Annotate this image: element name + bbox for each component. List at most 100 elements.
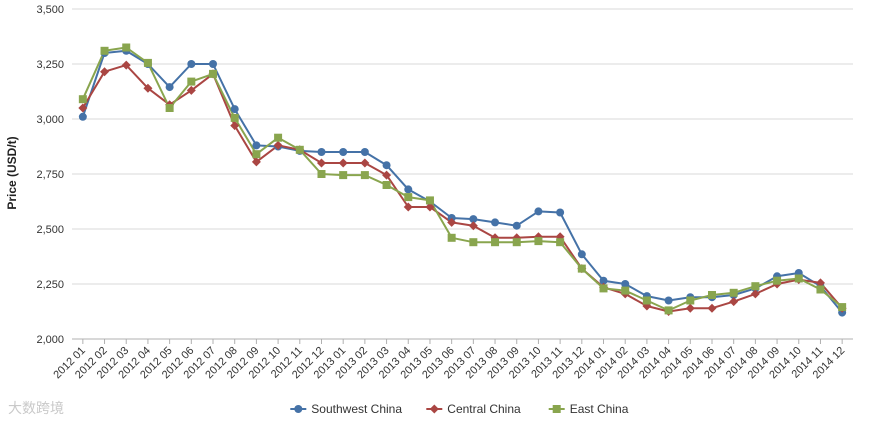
data-point <box>339 171 348 180</box>
data-point <box>534 207 543 216</box>
data-point <box>382 181 391 189</box>
data-point <box>404 193 413 202</box>
data-point <box>794 274 803 283</box>
data-point <box>317 170 326 178</box>
data-point <box>187 60 196 68</box>
data-point <box>750 289 760 299</box>
legend-swatch-marker <box>294 405 303 413</box>
data-point <box>78 112 87 121</box>
series-markers-1 <box>78 60 847 316</box>
data-point <box>577 264 586 273</box>
data-point <box>707 303 717 313</box>
data-point <box>512 221 521 230</box>
legend-swatch-marker <box>552 405 561 413</box>
data-point <box>425 202 435 212</box>
data-point <box>339 148 348 156</box>
data-point <box>425 196 434 205</box>
data-point <box>274 133 283 142</box>
data-point <box>469 238 478 247</box>
data-point <box>642 296 651 305</box>
data-point <box>165 104 174 112</box>
data-point <box>404 185 413 194</box>
series-line-0 <box>81 49 843 314</box>
data-point <box>316 158 326 168</box>
data-point <box>382 161 391 170</box>
data-point <box>729 288 738 297</box>
y-tick-label: 2,250 <box>36 279 64 291</box>
data-point <box>165 83 174 92</box>
data-point <box>621 286 630 295</box>
y-tick-label: 2,750 <box>36 169 64 181</box>
data-point <box>491 238 500 247</box>
data-point <box>751 282 760 291</box>
data-point <box>838 303 847 312</box>
y-tick-label: 2,000 <box>36 334 64 346</box>
data-point <box>209 60 218 68</box>
data-point <box>577 250 586 259</box>
legend: Southwest China Central China East China <box>290 402 629 416</box>
data-point <box>251 157 261 167</box>
data-point <box>338 158 348 168</box>
data-point <box>230 105 239 114</box>
data-point <box>122 43 131 52</box>
data-point <box>773 276 782 285</box>
data-point <box>491 218 500 227</box>
data-point <box>209 69 218 78</box>
data-point <box>512 238 521 247</box>
data-point <box>360 171 369 180</box>
data-point <box>317 148 326 156</box>
y-tick-label: 3,500 <box>36 4 64 16</box>
legend-item-2[interactable]: East China <box>548 402 629 416</box>
data-point <box>100 67 110 77</box>
data-point <box>707 291 716 299</box>
data-point <box>230 113 239 122</box>
watermark-text: 大数跨境 <box>8 401 64 417</box>
y-tick-label: 2,500 <box>36 224 64 236</box>
data-point <box>556 238 565 247</box>
legend-label: Southwest China <box>311 402 402 416</box>
series-lines <box>81 46 843 314</box>
data-point <box>447 233 456 242</box>
data-point <box>252 150 261 159</box>
data-point <box>143 83 153 93</box>
data-point <box>621 280 630 288</box>
data-point <box>729 297 739 307</box>
data-point <box>230 121 240 131</box>
y-tick-label: 3,250 <box>36 59 64 71</box>
y-tick-label: 3,000 <box>36 114 64 126</box>
data-point <box>121 60 131 70</box>
data-point <box>599 276 608 285</box>
data-point <box>360 158 370 168</box>
data-point <box>816 285 825 294</box>
legend-item-1[interactable]: Central China <box>426 402 521 416</box>
data-point <box>273 140 283 150</box>
data-point <box>469 215 478 224</box>
y-axis-title: Price (USD/t) <box>5 136 19 209</box>
data-point <box>100 46 109 55</box>
data-point <box>295 145 304 154</box>
data-point <box>664 306 673 315</box>
data-point <box>143 58 152 67</box>
data-point <box>78 95 87 104</box>
data-point <box>686 296 695 305</box>
data-point <box>664 296 673 305</box>
data-point <box>403 202 413 212</box>
data-point <box>360 148 369 156</box>
legend-label: East China <box>570 402 629 416</box>
data-point <box>599 284 608 293</box>
legend-item-0[interactable]: Southwest China <box>290 402 402 416</box>
data-point <box>447 217 457 227</box>
y-axis-ticks: 2,000 2,250 2,500 2,750 3,000 3,250 3,500 <box>36 4 64 346</box>
series-markers-2 <box>78 43 847 315</box>
data-point <box>468 221 478 231</box>
data-point <box>556 208 565 217</box>
data-point <box>685 303 695 313</box>
legend-swatch-marker <box>429 404 439 414</box>
legend-label: Central China <box>447 402 521 416</box>
data-point <box>252 141 261 150</box>
data-point <box>815 278 825 288</box>
data-point <box>534 237 543 246</box>
watermark-logo: 大数跨境 <box>8 398 64 418</box>
